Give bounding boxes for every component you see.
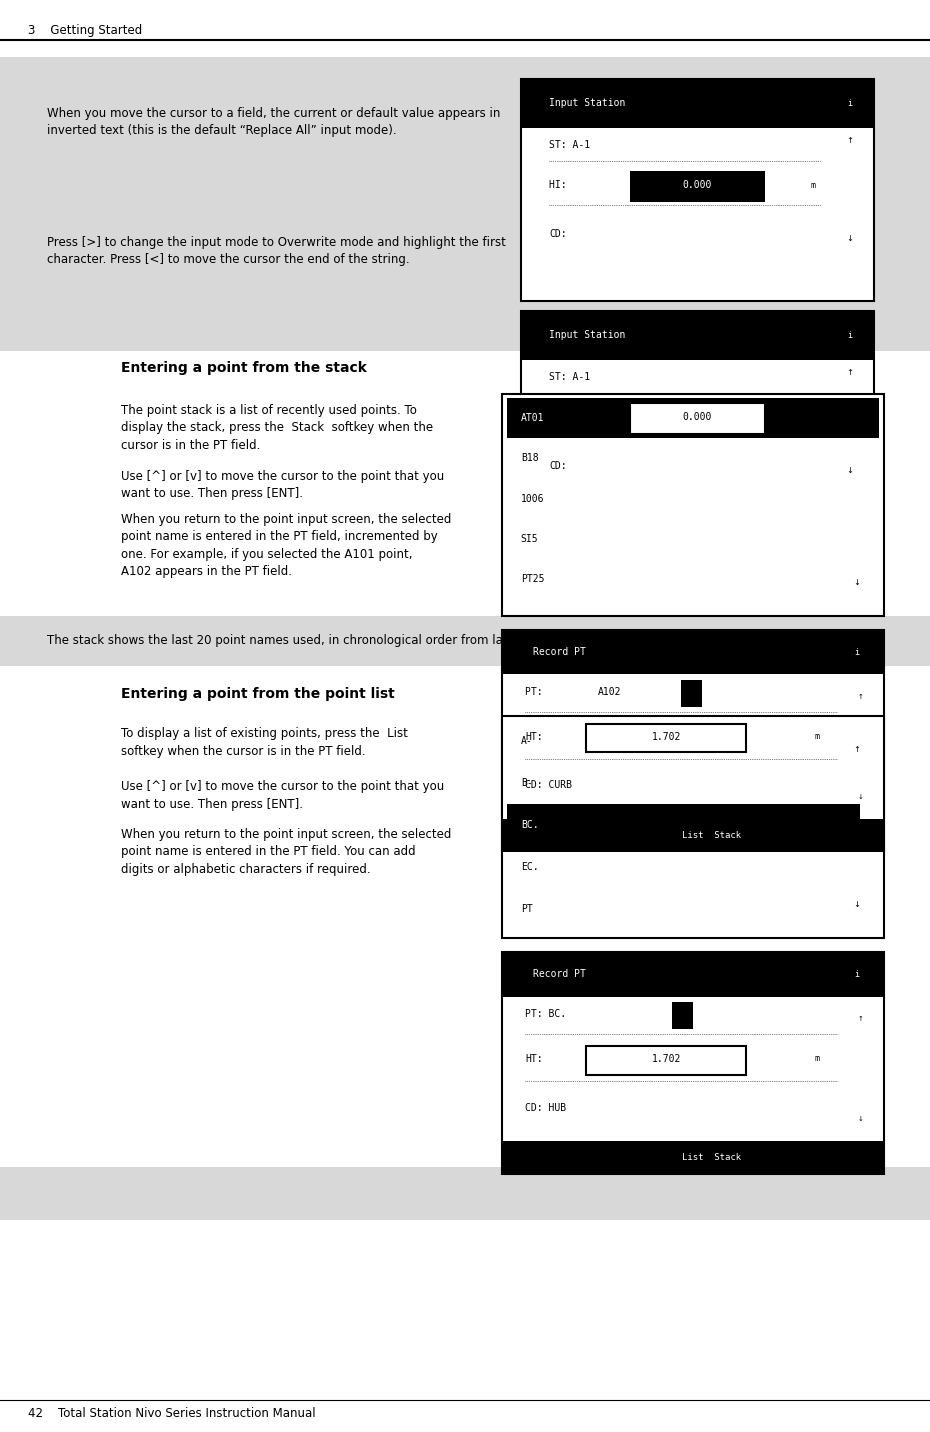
Text: PT:: PT: <box>525 687 549 697</box>
FancyBboxPatch shape <box>631 404 764 434</box>
Text: ↓: ↓ <box>854 579 860 587</box>
FancyBboxPatch shape <box>502 1141 884 1174</box>
FancyBboxPatch shape <box>507 398 879 438</box>
Text: Press [>] to change the input mode to Overwrite mode and highlight the first
cha: Press [>] to change the input mode to Ov… <box>46 236 505 266</box>
Text: AT01: AT01 <box>521 412 544 422</box>
FancyBboxPatch shape <box>502 630 884 674</box>
Text: ↓: ↓ <box>854 901 860 909</box>
Text: 0.000: 0.000 <box>683 180 712 190</box>
Text: CD:: CD: <box>549 229 566 239</box>
Text: ↑: ↑ <box>857 1015 864 1022</box>
Text: 1.702: 1.702 <box>652 1054 681 1064</box>
Text: ST: A-1: ST: A-1 <box>549 140 591 150</box>
Text: ↓: ↓ <box>857 1116 864 1121</box>
Text: When you move the cursor to a field, the current or default value appears in
inv: When you move the cursor to a field, the… <box>46 107 499 137</box>
Text: 0.000: 0.000 <box>683 412 712 422</box>
FancyBboxPatch shape <box>521 311 874 359</box>
Text: BC.: BC. <box>521 821 538 831</box>
Text: To display a list of existing points, press the  List
softkey when the cursor is: To display a list of existing points, pr… <box>121 727 407 758</box>
FancyBboxPatch shape <box>502 630 884 852</box>
Text: ↓: ↓ <box>846 233 853 243</box>
FancyBboxPatch shape <box>502 952 884 997</box>
Text: Use [^] or [v] to move the cursor to the point that you
want to use. Then press : Use [^] or [v] to move the cursor to the… <box>121 780 445 811</box>
Text: Record PT: Record PT <box>533 647 586 657</box>
Text: i: i <box>847 99 852 107</box>
FancyBboxPatch shape <box>671 1002 693 1028</box>
Text: i: i <box>855 647 859 657</box>
Text: HI:: HI: <box>549 412 573 422</box>
Text: PT: BC.: PT: BC. <box>525 1010 566 1020</box>
Text: B-: B- <box>521 778 533 788</box>
Text: CD:: CD: <box>549 461 566 471</box>
Text: m: m <box>815 1054 820 1064</box>
Text: i: i <box>855 969 859 979</box>
Text: EC.: EC. <box>521 862 538 872</box>
Text: PT25: PT25 <box>521 574 544 584</box>
FancyBboxPatch shape <box>502 716 884 938</box>
Text: 1006: 1006 <box>521 494 544 504</box>
FancyBboxPatch shape <box>682 680 702 706</box>
Text: When you return to the point input screen, the selected
point name is entered in: When you return to the point input scree… <box>121 513 451 579</box>
Text: List  Stack: List Stack <box>683 1153 741 1163</box>
Text: B18: B18 <box>521 454 538 464</box>
Text: ↑: ↑ <box>854 422 860 431</box>
Text: ↑: ↑ <box>854 745 860 753</box>
Text: HT:: HT: <box>525 1054 543 1064</box>
Text: m: m <box>811 412 816 422</box>
Text: HT:: HT: <box>525 732 543 742</box>
Text: A-: A- <box>521 736 533 746</box>
Text: m: m <box>815 732 820 742</box>
FancyBboxPatch shape <box>502 819 884 852</box>
FancyBboxPatch shape <box>586 1045 746 1074</box>
FancyBboxPatch shape <box>586 723 746 752</box>
FancyBboxPatch shape <box>0 1167 930 1220</box>
FancyBboxPatch shape <box>521 79 874 127</box>
Text: ST: A-1: ST: A-1 <box>549 372 591 382</box>
Text: 3    Getting Started: 3 Getting Started <box>28 23 142 37</box>
Text: When you return to the point input screen, the selected
point name is entered in: When you return to the point input scree… <box>121 828 451 876</box>
Text: SI5: SI5 <box>521 534 538 544</box>
Text: 1.702: 1.702 <box>652 732 681 742</box>
Text: CD: HUB: CD: HUB <box>525 1103 566 1113</box>
FancyBboxPatch shape <box>521 311 874 533</box>
Text: The stack shows the last 20 point names used, in chronological order from last u: The stack shows the last 20 point names … <box>46 634 624 647</box>
Text: Entering a point from the point list: Entering a point from the point list <box>121 687 394 702</box>
Text: CD: CURB: CD: CURB <box>525 780 572 790</box>
Text: Input Station: Input Station <box>549 99 626 109</box>
Text: ↓: ↓ <box>846 465 853 475</box>
Text: ↑: ↑ <box>846 368 853 378</box>
Text: A102: A102 <box>597 687 621 697</box>
Text: HI:: HI: <box>549 180 573 190</box>
FancyBboxPatch shape <box>521 79 874 301</box>
Text: The point stack is a list of recently used points. To
display the stack, press t: The point stack is a list of recently us… <box>121 404 433 453</box>
Text: ↑: ↑ <box>857 693 864 700</box>
Text: ↑: ↑ <box>846 136 853 146</box>
Text: m: m <box>811 180 816 190</box>
Text: Entering a point from the stack: Entering a point from the stack <box>121 361 366 375</box>
Text: Use [^] or [v] to move the cursor to the point that you
want to use. Then press : Use [^] or [v] to move the cursor to the… <box>121 470 445 500</box>
Text: List  Stack: List Stack <box>683 831 741 841</box>
FancyBboxPatch shape <box>0 57 930 351</box>
FancyBboxPatch shape <box>631 172 764 202</box>
Text: Input Station: Input Station <box>549 331 626 341</box>
Text: PT: PT <box>521 904 533 914</box>
Text: i: i <box>847 331 852 339</box>
Text: ↓: ↓ <box>857 793 864 799</box>
Text: 42    Total Station Nivo Series Instruction Manual: 42 Total Station Nivo Series Instruction… <box>28 1406 315 1421</box>
FancyBboxPatch shape <box>502 394 884 616</box>
FancyBboxPatch shape <box>502 952 884 1174</box>
FancyBboxPatch shape <box>0 616 930 666</box>
FancyBboxPatch shape <box>507 803 860 846</box>
Text: Record PT: Record PT <box>533 969 586 979</box>
